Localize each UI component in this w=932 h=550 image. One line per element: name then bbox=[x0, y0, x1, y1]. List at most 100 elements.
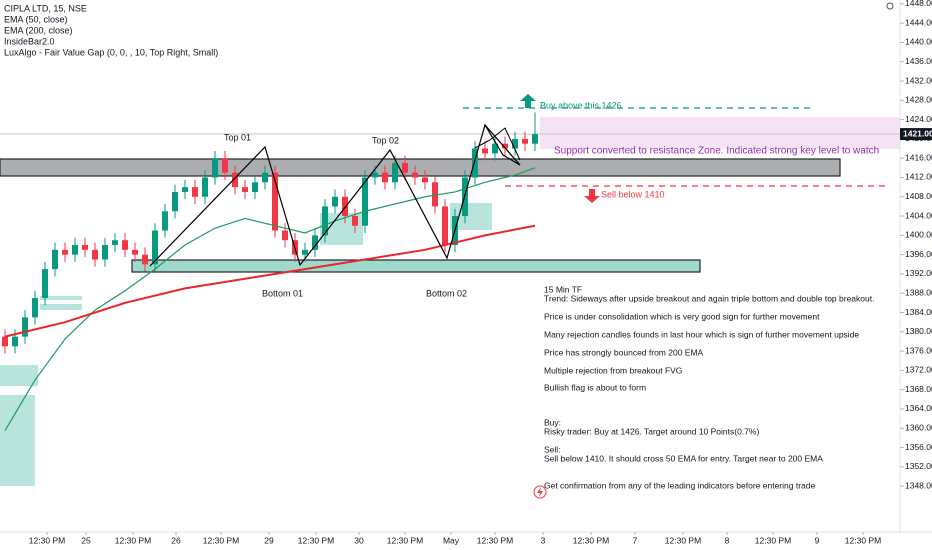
y-tick-label: 1432.00 bbox=[905, 75, 932, 85]
note: 15 Min TF bbox=[544, 284, 582, 294]
candle-body bbox=[152, 230, 158, 265]
y-tick-label: 1436.00 bbox=[905, 56, 932, 66]
candle-body bbox=[212, 158, 218, 178]
candle-body bbox=[522, 138, 528, 144]
candle-body bbox=[32, 298, 38, 318]
note: Multiple rejection from breakout FVG bbox=[544, 365, 682, 375]
candle-body bbox=[402, 163, 408, 173]
candle-body bbox=[102, 245, 108, 260]
note: Price is under consolidation which is ve… bbox=[544, 311, 820, 321]
x-tick-label: 12:30 PM bbox=[477, 535, 513, 545]
y-tick-label: 1348.00 bbox=[905, 480, 932, 490]
candle-body bbox=[272, 172, 278, 231]
fvg-box bbox=[40, 296, 82, 300]
note: Sell: bbox=[544, 444, 561, 454]
buy-arrow bbox=[520, 94, 536, 108]
candle-body bbox=[192, 187, 198, 197]
indicator: InsideBar2.0 bbox=[4, 36, 55, 46]
candle-body bbox=[342, 196, 348, 217]
candle-body bbox=[2, 336, 8, 347]
y-tick-label: 1412.00 bbox=[905, 172, 932, 182]
y-tick-label: 1416.00 bbox=[905, 152, 932, 162]
x-tick-label: 12:30 PM bbox=[298, 535, 334, 545]
candle-body bbox=[392, 163, 398, 183]
candle-body bbox=[262, 172, 268, 183]
fvg-box bbox=[0, 365, 38, 386]
indicator: EMA (200, close) bbox=[4, 25, 73, 35]
note: Get confirmation from any of the leading… bbox=[544, 480, 815, 490]
x-tick-label: 26 bbox=[171, 535, 181, 545]
candle-body bbox=[332, 196, 338, 207]
y-tick-label: 1448.00 bbox=[905, 0, 932, 8]
candle-body bbox=[322, 206, 328, 236]
candle-body bbox=[72, 245, 78, 255]
candle-body bbox=[162, 211, 168, 231]
candle-body bbox=[432, 182, 438, 207]
alert-icon bbox=[533, 485, 547, 499]
candle-body bbox=[282, 230, 288, 241]
pattern-line bbox=[484, 124, 521, 166]
candle-body bbox=[92, 249, 98, 260]
candle-body bbox=[242, 187, 248, 192]
y-tick-label: 1440.00 bbox=[905, 37, 932, 47]
candle-body bbox=[252, 182, 258, 192]
indicator: EMA (50, close) bbox=[4, 14, 68, 24]
candle-body bbox=[482, 148, 488, 154]
y-tick-label: 1356.00 bbox=[905, 442, 932, 452]
x-tick-label: 9 bbox=[815, 535, 820, 545]
candle-body bbox=[222, 158, 228, 173]
candle-body bbox=[82, 245, 88, 250]
y-tick-label: 1384.00 bbox=[905, 307, 932, 317]
y-tick-label: 1396.00 bbox=[905, 249, 932, 259]
candle-body bbox=[532, 134, 538, 144]
y-tick-label: 1404.00 bbox=[905, 210, 932, 220]
fvg-box bbox=[40, 304, 82, 310]
symbol-title: CIPLA LTD, 15, NSE bbox=[4, 3, 87, 13]
y-tick-label: 1388.00 bbox=[905, 287, 932, 297]
candle-body bbox=[62, 249, 68, 255]
annotation: Top 02 bbox=[372, 135, 399, 145]
x-tick-label: 7 bbox=[633, 535, 638, 545]
candle-body bbox=[502, 143, 508, 149]
candle-body bbox=[412, 172, 418, 178]
x-tick-label: 3 bbox=[541, 535, 546, 545]
y-tick-label: 1408.00 bbox=[905, 191, 932, 201]
candle-body bbox=[112, 240, 118, 245]
x-tick-label: May bbox=[443, 535, 460, 545]
annotation: Buy above this 1426 bbox=[540, 100, 622, 110]
flag-line bbox=[474, 127, 521, 161]
x-tick-label: 12:30 PM bbox=[387, 535, 423, 545]
settings-icon[interactable] bbox=[886, 2, 894, 10]
x-tick-label: 12:30 PM bbox=[115, 535, 151, 545]
candle-body bbox=[422, 177, 428, 183]
alert-bolt bbox=[537, 487, 543, 497]
x-tick-label: 12:30 PM bbox=[755, 535, 791, 545]
x-tick-label: 30 bbox=[354, 535, 364, 545]
note: Risky trader: Buy at 1426. Target around… bbox=[544, 426, 759, 436]
indicator: LuxAlgo - Fair Value Gap (0, 0, , 10, To… bbox=[4, 47, 218, 57]
candle-body bbox=[182, 187, 188, 192]
x-tick-label: 8 bbox=[725, 535, 730, 545]
last-price-box bbox=[900, 128, 932, 141]
ema-line bbox=[4, 224, 536, 338]
y-tick-label: 1372.00 bbox=[905, 365, 932, 375]
x-tick-label: 12:30 PM bbox=[665, 535, 701, 545]
y-tick-label: 1380.00 bbox=[905, 326, 932, 336]
x-tick-label: 12:30 PM bbox=[203, 535, 239, 545]
candle-body bbox=[382, 172, 388, 183]
y-tick-label: 1376.00 bbox=[905, 345, 932, 355]
annotation: Bottom 01 bbox=[262, 288, 303, 298]
candle-body bbox=[172, 191, 178, 212]
candle-body bbox=[472, 148, 478, 178]
annotation: Support converted to resistance Zone. In… bbox=[554, 146, 879, 157]
candle-body bbox=[352, 216, 358, 226]
x-tick-label: 12:30 PM bbox=[845, 535, 881, 545]
note: Many rejection candles founds in last ho… bbox=[544, 329, 859, 339]
candle-body bbox=[512, 138, 518, 149]
candle-body bbox=[362, 177, 368, 226]
x-tick-label: 29 bbox=[264, 535, 274, 545]
note: Price has strongly bounced from 200 EMA bbox=[544, 347, 704, 357]
annotation: Top 01 bbox=[224, 132, 251, 142]
pattern-line bbox=[149, 123, 521, 267]
